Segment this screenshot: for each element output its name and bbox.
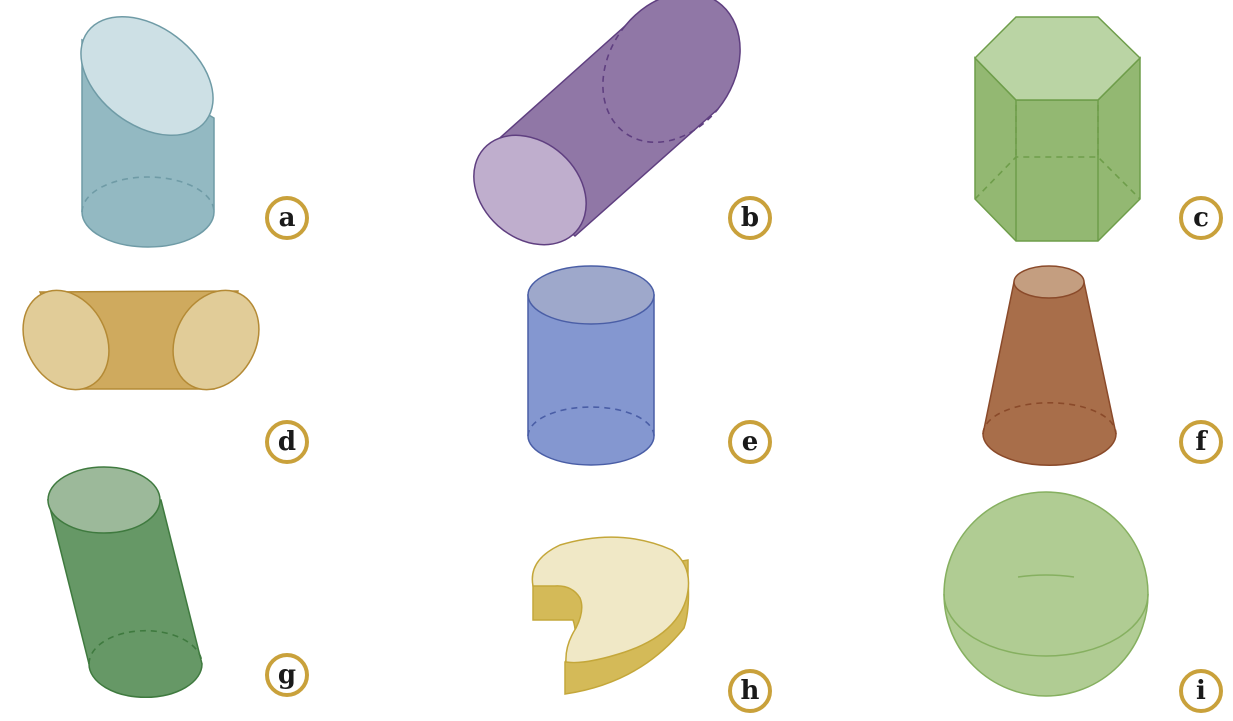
label-a: a — [279, 203, 296, 233]
label-b: b — [741, 203, 759, 233]
label-badge-f: f — [1179, 420, 1223, 464]
label-g: g — [278, 660, 296, 690]
label-badge-e: e — [728, 420, 772, 464]
label-h: h — [741, 676, 760, 706]
shape-i-sphere — [943, 491, 1149, 697]
label-badge-a: a — [265, 196, 309, 240]
label-f: f — [1195, 427, 1208, 457]
shape-g-slanted-cylinder — [47, 466, 203, 698]
label-badge-d: d — [265, 420, 309, 464]
label-i: i — [1196, 676, 1206, 706]
shape-h-irregular-slab — [531, 536, 690, 695]
shape-e-cylinder — [527, 265, 655, 466]
shape-b-tilted-cylinder — [473, 0, 741, 246]
label-d: d — [278, 427, 296, 457]
label-badge-b: b — [728, 196, 772, 240]
label-badge-c: c — [1179, 196, 1223, 240]
shape-d-double-cut-cylinder — [22, 289, 260, 391]
label-badge-h: h — [728, 669, 772, 713]
label-badge-i: i — [1179, 669, 1223, 713]
shape-c-hexagonal-prism — [973, 16, 1142, 242]
shape-a-oblique-cylinder — [80, 15, 215, 248]
label-e: e — [742, 427, 759, 457]
label-c: c — [1193, 203, 1209, 233]
label-badge-g: g — [265, 653, 309, 697]
shape-f-truncated-cone — [982, 265, 1117, 466]
